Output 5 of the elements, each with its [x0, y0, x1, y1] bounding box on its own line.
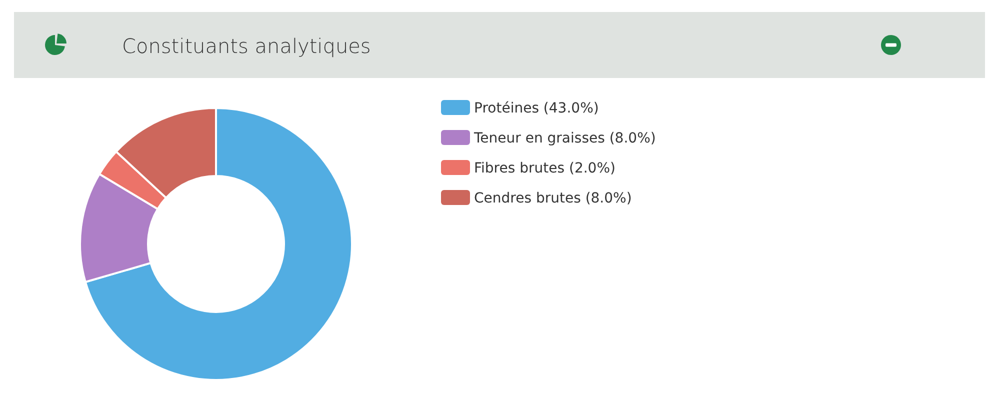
legend-label: Cendres brutes (8.0%) [474, 190, 632, 206]
legend-label: Protéines (43.0%) [474, 100, 599, 116]
chart-title: Constituants analytiques [122, 34, 371, 58]
legend-label: Fibres brutes (2.0%) [474, 160, 616, 176]
legend-label: Teneur en graisses (8.0%) [473, 130, 656, 146]
